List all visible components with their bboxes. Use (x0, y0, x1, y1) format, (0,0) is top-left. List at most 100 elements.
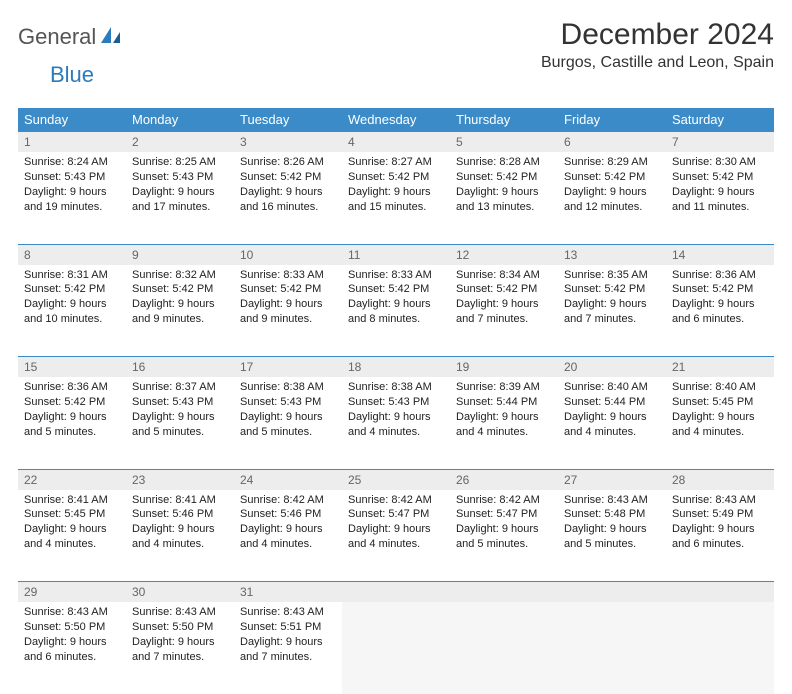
daylight-text: and 12 minutes. (564, 200, 660, 215)
sunrise-text: Sunrise: 8:40 AM (564, 380, 660, 395)
sunrise-text: Sunrise: 8:32 AM (132, 268, 228, 283)
day-number-cell: 11 (342, 244, 450, 265)
daylight-text: and 4 minutes. (24, 537, 120, 552)
sunrise-text: Sunrise: 8:25 AM (132, 155, 228, 170)
day-number-cell: 6 (558, 132, 666, 153)
daylight-text: and 10 minutes. (24, 312, 120, 327)
day-cell: Sunrise: 8:26 AMSunset: 5:42 PMDaylight:… (234, 152, 342, 244)
day-cell: Sunrise: 8:43 AMSunset: 5:48 PMDaylight:… (558, 490, 666, 582)
sunset-text: Sunset: 5:50 PM (132, 620, 228, 635)
day-cell: Sunrise: 8:40 AMSunset: 5:45 PMDaylight:… (666, 377, 774, 469)
sunrise-text: Sunrise: 8:41 AM (24, 493, 120, 508)
sunrise-text: Sunrise: 8:33 AM (240, 268, 336, 283)
day-cell: Sunrise: 8:43 AMSunset: 5:49 PMDaylight:… (666, 490, 774, 582)
daylight-text: Daylight: 9 hours (564, 410, 660, 425)
daylight-text: Daylight: 9 hours (132, 522, 228, 537)
dow-monday: Monday (126, 108, 234, 132)
sunset-text: Sunset: 5:42 PM (24, 282, 120, 297)
sunrise-text: Sunrise: 8:24 AM (24, 155, 120, 170)
day-cell: Sunrise: 8:34 AMSunset: 5:42 PMDaylight:… (450, 265, 558, 357)
daylight-text: and 11 minutes. (672, 200, 768, 215)
daylight-text: and 5 minutes. (132, 425, 228, 440)
day-number-cell: 12 (450, 244, 558, 265)
sunset-text: Sunset: 5:42 PM (24, 395, 120, 410)
day-cell: Sunrise: 8:39 AMSunset: 5:44 PMDaylight:… (450, 377, 558, 469)
sunrise-text: Sunrise: 8:27 AM (348, 155, 444, 170)
day-cell: Sunrise: 8:38 AMSunset: 5:43 PMDaylight:… (342, 377, 450, 469)
day-number-cell: 18 (342, 357, 450, 378)
sunset-text: Sunset: 5:42 PM (240, 170, 336, 185)
daylight-text: and 4 minutes. (672, 425, 768, 440)
sunrise-text: Sunrise: 8:26 AM (240, 155, 336, 170)
daylight-text: and 5 minutes. (456, 537, 552, 552)
daylight-text: Daylight: 9 hours (132, 635, 228, 650)
daylight-text: Daylight: 9 hours (132, 410, 228, 425)
day-number-row: 891011121314 (18, 244, 774, 265)
day-cell: Sunrise: 8:42 AMSunset: 5:47 PMDaylight:… (450, 490, 558, 582)
dow-friday: Friday (558, 108, 666, 132)
day-cell: Sunrise: 8:35 AMSunset: 5:42 PMDaylight:… (558, 265, 666, 357)
sunset-text: Sunset: 5:42 PM (348, 170, 444, 185)
sunset-text: Sunset: 5:45 PM (24, 507, 120, 522)
day-number-cell: 8 (18, 244, 126, 265)
daylight-text: and 6 minutes. (672, 312, 768, 327)
sunset-text: Sunset: 5:47 PM (456, 507, 552, 522)
day-number-cell (342, 582, 450, 603)
daylight-text: Daylight: 9 hours (564, 185, 660, 200)
daylight-text: and 7 minutes. (132, 650, 228, 665)
daylight-text: Daylight: 9 hours (348, 522, 444, 537)
daylight-text: and 5 minutes. (24, 425, 120, 440)
sunset-text: Sunset: 5:51 PM (240, 620, 336, 635)
dow-tuesday: Tuesday (234, 108, 342, 132)
day-cell: Sunrise: 8:42 AMSunset: 5:46 PMDaylight:… (234, 490, 342, 582)
daylight-text: Daylight: 9 hours (456, 410, 552, 425)
sunset-text: Sunset: 5:43 PM (24, 170, 120, 185)
day-content-row: Sunrise: 8:24 AMSunset: 5:43 PMDaylight:… (18, 152, 774, 244)
day-number-cell: 28 (666, 469, 774, 490)
sunset-text: Sunset: 5:44 PM (564, 395, 660, 410)
daylight-text: and 5 minutes. (564, 537, 660, 552)
day-cell: Sunrise: 8:24 AMSunset: 5:43 PMDaylight:… (18, 152, 126, 244)
day-number-cell: 19 (450, 357, 558, 378)
daylight-text: and 4 minutes. (240, 537, 336, 552)
day-cell: Sunrise: 8:41 AMSunset: 5:46 PMDaylight:… (126, 490, 234, 582)
day-cell: Sunrise: 8:33 AMSunset: 5:42 PMDaylight:… (234, 265, 342, 357)
sunrise-text: Sunrise: 8:28 AM (456, 155, 552, 170)
day-number-cell: 15 (18, 357, 126, 378)
sunset-text: Sunset: 5:42 PM (564, 282, 660, 297)
day-cell: Sunrise: 8:43 AMSunset: 5:50 PMDaylight:… (18, 602, 126, 694)
sunrise-text: Sunrise: 8:36 AM (24, 380, 120, 395)
daylight-text: and 8 minutes. (348, 312, 444, 327)
daylight-text: and 7 minutes. (456, 312, 552, 327)
day-number-row: 22232425262728 (18, 469, 774, 490)
sunset-text: Sunset: 5:42 PM (456, 282, 552, 297)
sunrise-text: Sunrise: 8:29 AM (564, 155, 660, 170)
daylight-text: Daylight: 9 hours (24, 522, 120, 537)
daylight-text: and 9 minutes. (240, 312, 336, 327)
sunset-text: Sunset: 5:46 PM (240, 507, 336, 522)
day-number-cell: 30 (126, 582, 234, 603)
sunset-text: Sunset: 5:42 PM (456, 170, 552, 185)
day-number-cell: 21 (666, 357, 774, 378)
day-cell: Sunrise: 8:25 AMSunset: 5:43 PMDaylight:… (126, 152, 234, 244)
day-cell: Sunrise: 8:31 AMSunset: 5:42 PMDaylight:… (18, 265, 126, 357)
daylight-text: Daylight: 9 hours (564, 522, 660, 537)
sunset-text: Sunset: 5:43 PM (132, 170, 228, 185)
sunrise-text: Sunrise: 8:42 AM (240, 493, 336, 508)
daylight-text: and 4 minutes. (132, 537, 228, 552)
daylight-text: Daylight: 9 hours (24, 185, 120, 200)
sunrise-text: Sunrise: 8:43 AM (672, 493, 768, 508)
day-cell: Sunrise: 8:27 AMSunset: 5:42 PMDaylight:… (342, 152, 450, 244)
day-number-cell: 17 (234, 357, 342, 378)
logo-sail-icon (100, 25, 122, 50)
day-number-cell (558, 582, 666, 603)
daylight-text: Daylight: 9 hours (348, 185, 444, 200)
sunset-text: Sunset: 5:48 PM (564, 507, 660, 522)
daylight-text: Daylight: 9 hours (240, 410, 336, 425)
sunset-text: Sunset: 5:47 PM (348, 507, 444, 522)
daylight-text: Daylight: 9 hours (456, 522, 552, 537)
day-number-row: 1234567 (18, 132, 774, 153)
day-number-cell: 22 (18, 469, 126, 490)
daylight-text: Daylight: 9 hours (564, 297, 660, 312)
day-cell (450, 602, 558, 694)
